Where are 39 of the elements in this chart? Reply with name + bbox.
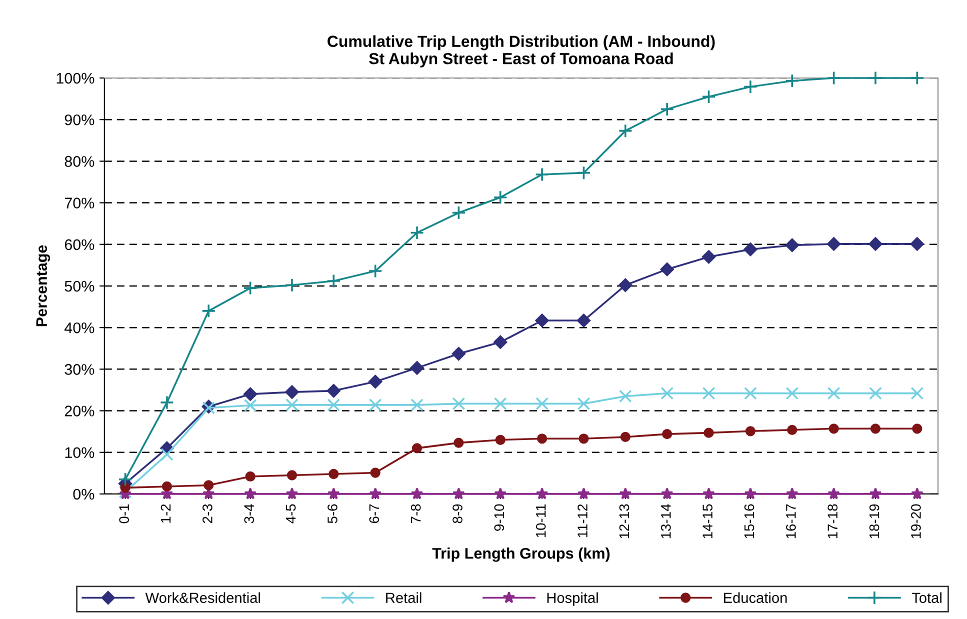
y-tick-label: 50% xyxy=(64,280,94,292)
x-tick-label: 3-4 xyxy=(244,504,254,524)
x-tick-label: 4-5 xyxy=(286,504,296,524)
x-tick-label: 14-15 xyxy=(702,504,712,538)
x-tick-label: 15-16 xyxy=(744,504,754,538)
y-tick-label: 90% xyxy=(64,114,94,126)
x-tick-label: 18-19 xyxy=(869,504,880,538)
y-tick-label: 20% xyxy=(64,406,94,416)
x-tick-label: 7-8 xyxy=(410,504,421,524)
x-tick-label: 2-3 xyxy=(202,504,212,524)
x-tick-label: 13-14 xyxy=(660,504,671,538)
x-tick-label: 5-6 xyxy=(328,504,338,524)
y-tick-label: 70% xyxy=(64,198,94,208)
y-tick-label: 0% xyxy=(73,488,94,500)
legend-label: Total xyxy=(912,592,942,603)
x-tick-label: 17-18 xyxy=(828,504,838,538)
chart-title: Cumulative Trip Length Distribution (AM - Inbound) St Aubyn Street - East of Tomoana Road xyxy=(328,35,715,68)
x-tick-label: 19-20 xyxy=(911,504,921,538)
legend-label: Work&Residential xyxy=(145,592,260,603)
x-axis-title: Trip Length Groups (km) xyxy=(432,548,610,562)
x-tick-label: 6-7 xyxy=(369,504,380,524)
legend-label: Education xyxy=(724,592,787,603)
x-tick-label: 16-17 xyxy=(786,504,796,538)
y-axis-title: Percentage xyxy=(36,245,50,326)
y-tick-label: 30% xyxy=(64,364,94,375)
legend-label: Hospital xyxy=(547,592,598,606)
x-tick-label: 8-9 xyxy=(452,504,462,524)
x-tick-label: 0-1 xyxy=(119,504,130,524)
legend-label: Retail xyxy=(386,592,422,603)
y-tick-label: 10% xyxy=(65,447,94,458)
x-tick-label: 1-2 xyxy=(160,504,171,523)
y-tick-label: 40% xyxy=(64,322,94,334)
y-tick-label: 60% xyxy=(64,239,94,250)
x-tick-label: 11-12 xyxy=(578,504,588,538)
x-tick-label: 12-13 xyxy=(619,504,630,538)
y-tick-label: 80% xyxy=(64,156,94,167)
y-tick-label: 100% xyxy=(56,72,94,84)
x-tick-label: 10-11 xyxy=(536,504,546,538)
x-tick-label: 9-10 xyxy=(494,504,504,531)
